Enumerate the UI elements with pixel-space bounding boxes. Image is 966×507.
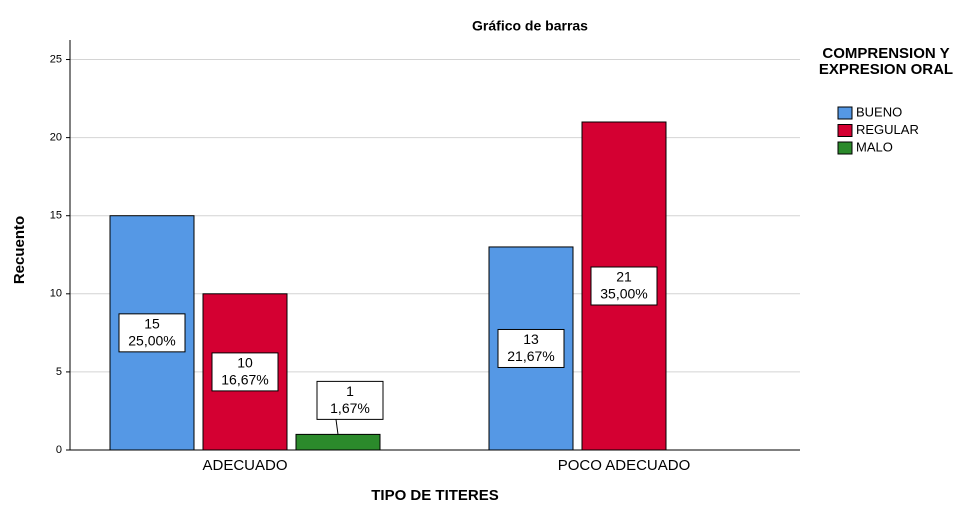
- data-label-box: [118, 313, 186, 353]
- data-label: 13: [523, 331, 539, 347]
- y-tick-label: 20: [50, 132, 62, 144]
- data-label: 21,67%: [507, 348, 554, 364]
- data-label-box: [211, 352, 279, 392]
- chart-title: Gráfico de barras: [472, 18, 588, 34]
- data-label: 25,00%: [128, 333, 175, 349]
- legend-label: MALO: [856, 139, 893, 154]
- y-tick-label: 10: [50, 288, 62, 300]
- x-tick-label: ADECUADO: [202, 457, 287, 474]
- legend-swatch: [837, 124, 853, 137]
- y-tick-label: 5: [56, 366, 62, 378]
- data-label: 35,00%: [600, 286, 647, 302]
- x-axis-label: TIPO DE TITERES: [371, 487, 499, 504]
- legend-title: COMPRENSION Y EXPRESION ORAL: [818, 45, 954, 78]
- y-tick-label: 25: [50, 53, 62, 65]
- data-label: 1,67%: [330, 400, 370, 416]
- x-tick-label: POCO ADECUADO: [558, 457, 691, 474]
- label-leader: [335, 419, 339, 435]
- data-label: 16,67%: [221, 372, 268, 388]
- data-label-box: [316, 380, 384, 420]
- data-label: 1: [346, 383, 354, 399]
- data-label-box: [497, 328, 565, 368]
- legend-label: BUENO: [856, 104, 902, 119]
- data-label: 21: [616, 269, 632, 285]
- y-axis-label: Recuento: [11, 216, 28, 284]
- data-label: 15: [144, 316, 160, 332]
- y-tick-label: 0: [56, 444, 62, 456]
- legend-label: REGULAR: [856, 122, 919, 137]
- y-tick-label: 15: [50, 210, 62, 222]
- bar: [295, 433, 381, 451]
- data-label-box: [590, 266, 658, 306]
- legend-swatch: [837, 141, 853, 155]
- data-label: 10: [237, 355, 253, 371]
- legend-swatch: [837, 106, 853, 120]
